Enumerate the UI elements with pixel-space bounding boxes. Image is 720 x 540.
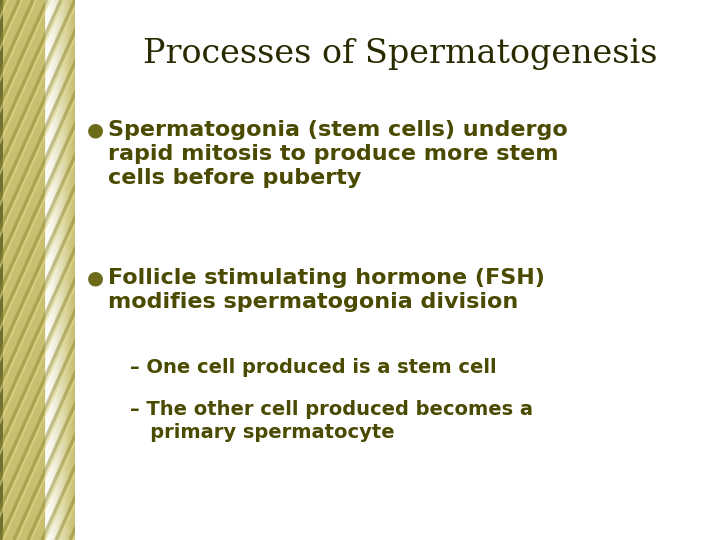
Text: – One cell produced is a stem cell: – One cell produced is a stem cell	[130, 358, 497, 377]
Text: Follicle stimulating hormone (FSH)
modifies spermatogonia division: Follicle stimulating hormone (FSH) modif…	[108, 268, 545, 312]
Bar	[62, 0, 63, 540]
Bar	[68, 0, 70, 540]
Bar	[49, 0, 50, 540]
Bar	[54, 0, 55, 540]
Bar	[67, 0, 68, 540]
Bar	[56, 0, 58, 540]
Text: Spermatogonia (stem cells) undergo
rapid mitosis to produce more stem
cells befo: Spermatogonia (stem cells) undergo rapid…	[108, 120, 568, 188]
Bar	[59, 0, 60, 540]
Bar	[60, 0, 61, 540]
Bar	[63, 0, 65, 540]
Bar	[70, 0, 71, 540]
Bar	[48, 0, 50, 540]
Text: – The other cell produced becomes a
   primary spermatocyte: – The other cell produced becomes a prim…	[130, 400, 533, 442]
Bar	[0, 0, 75, 540]
Bar	[45, 0, 47, 540]
Bar	[74, 0, 76, 540]
Bar	[57, 0, 58, 540]
Bar	[53, 0, 55, 540]
Bar	[61, 0, 63, 540]
Bar	[51, 0, 53, 540]
Text: ●: ●	[87, 120, 104, 139]
Bar	[66, 0, 68, 540]
Bar	[64, 0, 66, 540]
Bar	[71, 0, 73, 540]
Text: Processes of Spermatogenesis: Processes of Spermatogenesis	[143, 38, 657, 70]
Bar	[72, 0, 73, 540]
Bar	[65, 0, 66, 540]
Bar	[55, 0, 56, 540]
Bar	[0, 0, 3, 540]
Bar	[58, 0, 60, 540]
Bar	[52, 0, 53, 540]
Text: ●: ●	[87, 268, 104, 287]
Bar	[50, 0, 52, 540]
Bar	[73, 0, 74, 540]
Bar	[47, 0, 48, 540]
Bar	[46, 0, 48, 540]
Bar	[69, 0, 71, 540]
